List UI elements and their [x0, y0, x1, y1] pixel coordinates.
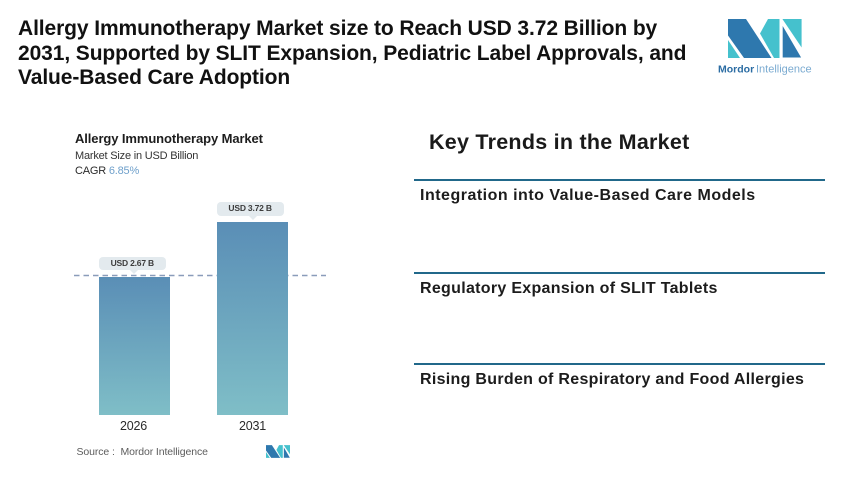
svg-text:Mordor: Mordor — [718, 64, 754, 76]
svg-text:Intelligence: Intelligence — [756, 64, 812, 76]
